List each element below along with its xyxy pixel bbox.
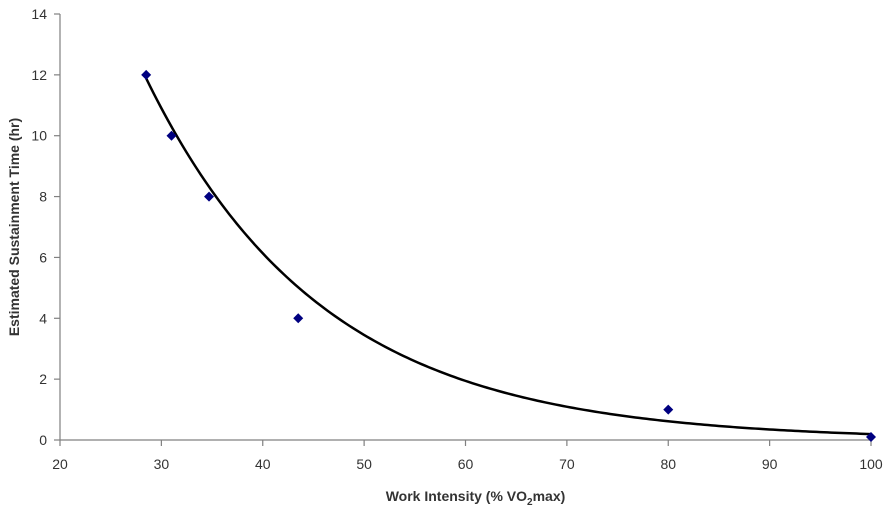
y-tick-label: 4	[39, 310, 47, 326]
x-ticks: 20 30 40 50 60 70 80 90 100	[52, 440, 883, 472]
x-tick-label: 50	[356, 456, 372, 472]
x-axis-title-sub: 2	[527, 497, 533, 508]
data-point	[293, 313, 304, 324]
x-tick-label: 70	[559, 456, 575, 472]
y-tick-label: 6	[39, 249, 47, 265]
y-tick-label: 8	[39, 189, 47, 205]
x-tick-label: 80	[660, 456, 676, 472]
x-tick-label: 90	[762, 456, 778, 472]
trend-line	[145, 77, 872, 436]
y-axis-title: Estimated Sustainment Time (hr)	[6, 118, 22, 336]
x-axis-title-pre: Work Intensity (% VO	[386, 488, 527, 504]
x-tick-label: 30	[154, 456, 170, 472]
y-tick-label: 10	[31, 128, 47, 144]
data-point	[166, 130, 177, 141]
data-point	[866, 431, 876, 442]
x-tick-label: 40	[255, 456, 271, 472]
x-tick-label: 60	[458, 456, 474, 472]
data-points	[141, 69, 876, 442]
y-tick-label: 2	[39, 371, 47, 387]
x-axis-title: Work Intensity (% VO2max)	[386, 488, 566, 508]
data-point	[141, 69, 152, 80]
data-point	[204, 191, 215, 202]
x-axis-title-post: max)	[533, 488, 566, 504]
axes	[59, 14, 871, 441]
x-tick-label: 100	[859, 456, 883, 472]
y-tick-label: 12	[31, 67, 47, 83]
y-ticks: 0 2 4 6 8 10 12 14	[31, 6, 60, 448]
y-tick-label: 14	[31, 6, 47, 22]
data-point	[663, 404, 674, 415]
x-tick-label: 20	[52, 456, 68, 472]
y-tick-label: 0	[39, 432, 47, 448]
